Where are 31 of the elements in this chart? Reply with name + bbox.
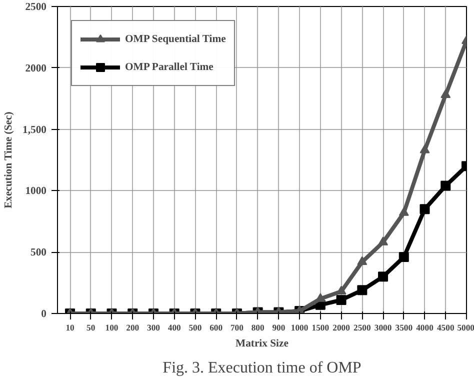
x-tick-label: 2500 xyxy=(354,322,371,332)
x-tick-label: 600 xyxy=(210,322,223,332)
x-tick-label: 1500 xyxy=(312,322,330,332)
caption: Fig. 3. Execution time of OMP xyxy=(162,360,362,376)
x-tick-label: 3000 xyxy=(374,322,392,332)
y-tick-label: 2000 xyxy=(25,63,46,74)
x-tick-label: 10 xyxy=(66,322,74,332)
x-tick-label: 400 xyxy=(168,322,181,332)
x-tick-label: 500 xyxy=(188,322,202,332)
y-tick-label: 500 xyxy=(30,248,46,259)
x-tick-label: 900 xyxy=(272,322,286,332)
y-tick-label: 1000 xyxy=(25,186,46,198)
x-axis-title: Matrix Size xyxy=(236,338,289,350)
x-tick-label: 4500 xyxy=(436,322,454,332)
y-axis-title: Execution Time (Sec) xyxy=(4,111,15,208)
x-tick-label: 1000 xyxy=(290,322,308,332)
x-tick-label: 100 xyxy=(105,322,118,332)
x-tick-label: 800 xyxy=(251,322,264,332)
x-tick-label: 5000 xyxy=(457,322,474,332)
x-tick-label: 4000 xyxy=(416,322,434,332)
x-tick-label: 300 xyxy=(147,322,160,332)
y-tick-label: 1,500 xyxy=(22,124,47,136)
y-tick-label: 2500 xyxy=(25,2,46,13)
x-tick-label: 700 xyxy=(230,322,244,332)
legend-label: OMP Parallel Time xyxy=(125,62,214,72)
x-tick-label: 50 xyxy=(86,322,96,332)
y-tick-label: 0 xyxy=(41,309,46,320)
legend-label: OMP Sequential Time xyxy=(125,34,226,44)
x-tick-label: 2000 xyxy=(332,322,350,332)
x-tick-label: 3500 xyxy=(395,322,413,332)
x-tick-label: 200 xyxy=(126,322,140,332)
